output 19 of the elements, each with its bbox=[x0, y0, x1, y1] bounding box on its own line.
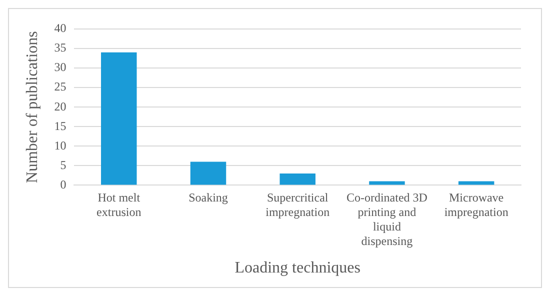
x-tick-label: Supercritical impregnation bbox=[266, 190, 330, 219]
bar bbox=[101, 52, 137, 185]
y-tick-label: 10 bbox=[54, 138, 66, 152]
y-tick-label: 25 bbox=[54, 80, 66, 94]
x-tick-label: Co-ordinated 3D printing and liquid dispensing bbox=[346, 190, 428, 248]
y-tick-label: 5 bbox=[60, 158, 66, 172]
y-tick-label: 15 bbox=[54, 118, 66, 133]
bar bbox=[190, 162, 226, 185]
x-tick-label: Microwave impregnation bbox=[444, 190, 508, 219]
x-tick-label: Hot melt extrusion bbox=[96, 190, 142, 219]
y-tick-label: 20 bbox=[54, 99, 66, 114]
y-tick-label: 0 bbox=[60, 177, 66, 192]
y-tick-label: 35 bbox=[54, 40, 66, 55]
x-tick-label: Soaking bbox=[188, 190, 228, 205]
bar bbox=[280, 173, 316, 185]
y-axis-title: Number of publications bbox=[24, 31, 41, 184]
y-tick-label: 30 bbox=[54, 60, 66, 74]
x-axis-title: Loading techniques bbox=[234, 260, 360, 277]
y-tick-label: 40 bbox=[54, 21, 66, 36]
